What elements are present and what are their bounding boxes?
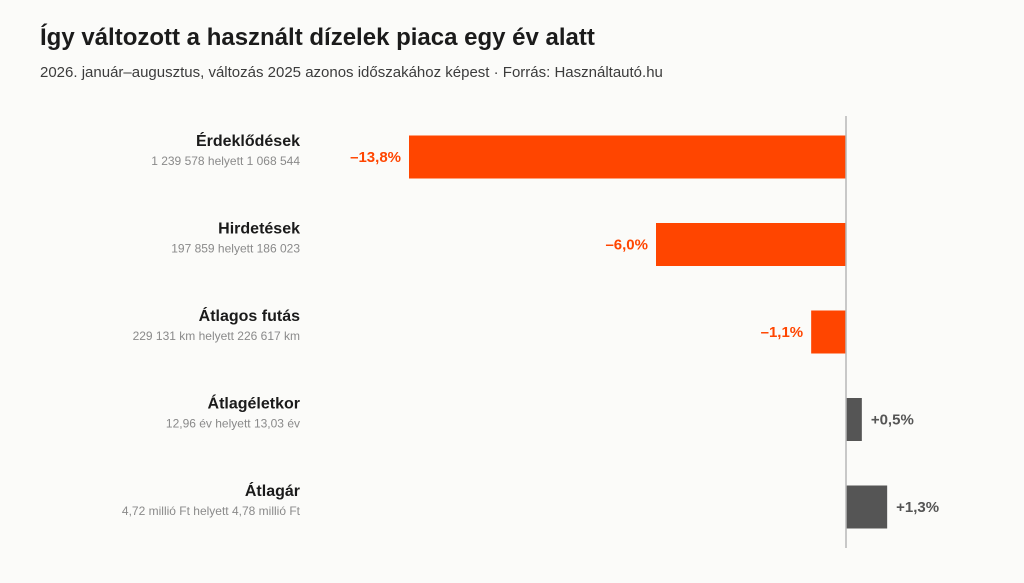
bar <box>846 485 888 529</box>
category-detail: 197 859 helyett 186 023 <box>171 242 300 256</box>
value-label: –13,8% <box>350 149 401 166</box>
category-detail: 229 131 km helyett 226 617 km <box>133 329 300 343</box>
category-label: Átlagéletkor <box>208 394 300 413</box>
chart-title: Így változott a használt dízelek piaca e… <box>40 24 595 51</box>
category-label: Átlagos futás <box>199 306 300 325</box>
category-label: Átlagár <box>245 481 300 500</box>
category-detail: 12,96 év helyett 13,03 év <box>166 417 300 431</box>
category-detail: 4,72 millió Ft helyett 4,78 millió Ft <box>122 504 301 518</box>
bar <box>656 223 846 266</box>
value-label: –1,1% <box>761 324 804 341</box>
bar <box>846 398 862 441</box>
chart-subtitle: 2026. január–augusztus, változás 2025 az… <box>40 64 663 81</box>
category-detail: 1 239 578 helyett 1 068 544 <box>151 154 300 168</box>
category-label: Érdeklődések <box>196 131 300 150</box>
value-label: +1,3% <box>896 499 939 516</box>
value-label: –6,0% <box>605 237 648 254</box>
bar <box>409 135 846 179</box>
bar <box>811 310 846 354</box>
category-label: Hirdetések <box>218 221 300 238</box>
value-label: +0,5% <box>871 412 914 429</box>
